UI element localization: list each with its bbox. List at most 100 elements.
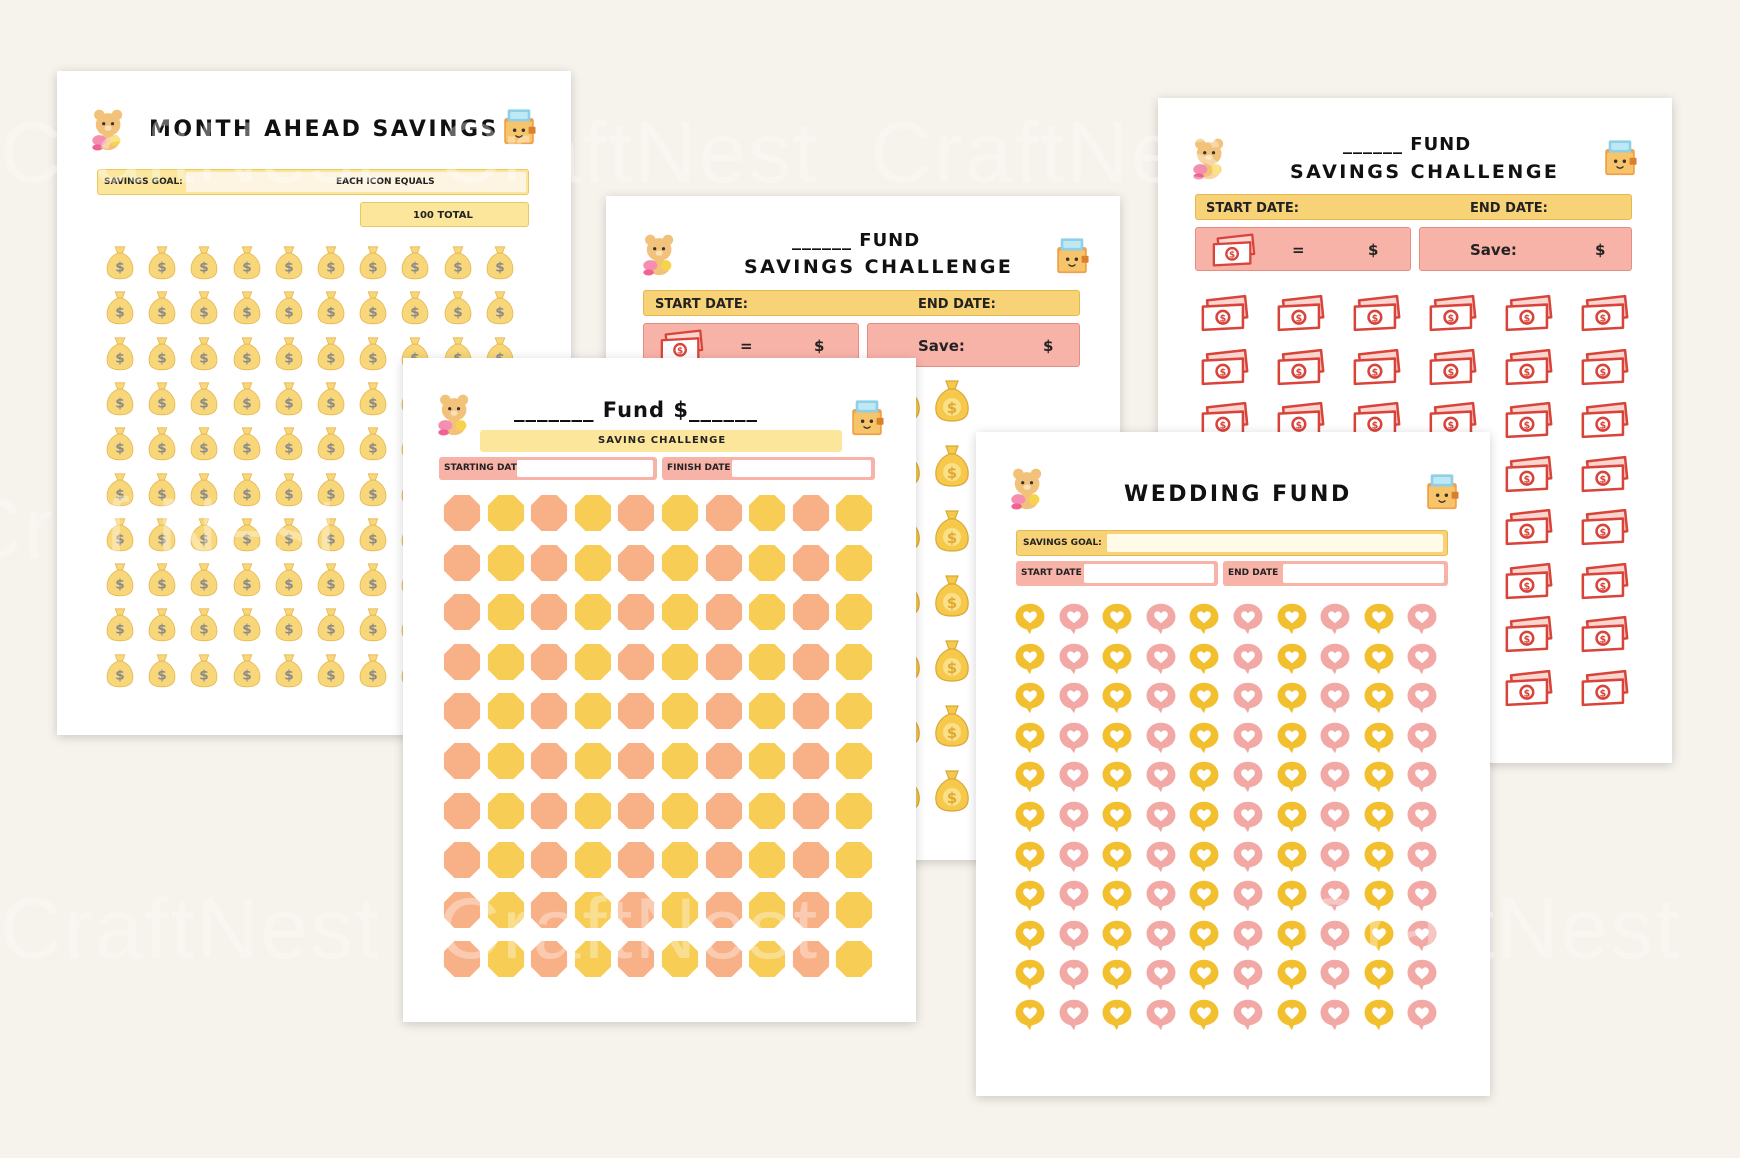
octagon-coin-icon[interactable] (530, 792, 568, 830)
octagon-coin-icon[interactable] (443, 692, 481, 730)
cash-bill-icon[interactable] (1502, 348, 1556, 386)
octagon-coin-icon[interactable] (748, 792, 786, 830)
cash-bill-icon[interactable] (1350, 294, 1404, 332)
heart-bubble-icon[interactable] (1362, 879, 1396, 913)
money-bag-icon[interactable] (188, 515, 220, 553)
heart-bubble-icon[interactable] (1187, 879, 1221, 913)
money-bag-icon[interactable] (273, 470, 305, 508)
octagon-coin-icon[interactable] (487, 692, 525, 730)
heart-bubble-icon[interactable] (1013, 681, 1047, 715)
heart-bubble-icon[interactable] (1013, 879, 1047, 913)
money-bag-icon[interactable] (104, 243, 136, 281)
money-bag-icon[interactable] (484, 243, 516, 281)
cash-bill-icon[interactable] (1578, 401, 1632, 439)
cash-bill-icon[interactable] (1502, 562, 1556, 600)
octagon-coin-icon[interactable] (661, 643, 699, 681)
heart-bubble-icon[interactable] (1362, 721, 1396, 755)
heart-bubble-icon[interactable] (1013, 958, 1047, 992)
heart-bubble-icon[interactable] (1144, 879, 1178, 913)
heart-bubble-icon[interactable] (1405, 879, 1439, 913)
heart-bubble-icon[interactable] (1275, 642, 1309, 676)
heart-bubble-icon[interactable] (1318, 998, 1352, 1032)
cash-bill-icon[interactable] (1502, 401, 1556, 439)
cash-bill-icon[interactable] (1578, 669, 1632, 707)
money-bag-icon[interactable] (231, 470, 263, 508)
heart-bubble-icon[interactable] (1275, 958, 1309, 992)
heart-bubble-icon[interactable] (1405, 840, 1439, 874)
heart-bubble-icon[interactable] (1144, 840, 1178, 874)
octagon-coin-icon[interactable] (835, 891, 873, 929)
octagon-coin-icon[interactable] (705, 593, 743, 631)
money-bag-icon[interactable] (315, 334, 347, 372)
octagon-coin-icon[interactable] (792, 494, 830, 532)
octagon-coin-icon[interactable] (835, 643, 873, 681)
octagon-coin-icon[interactable] (661, 792, 699, 830)
cash-bill-icon[interactable] (1502, 508, 1556, 546)
heart-bubble-icon[interactable] (1013, 602, 1047, 636)
heart-bubble-icon[interactable] (1318, 958, 1352, 992)
money-bag-icon[interactable] (357, 470, 389, 508)
octagon-coin-icon[interactable] (617, 841, 655, 879)
money-bag-icon[interactable] (146, 334, 178, 372)
money-bag-icon[interactable] (932, 377, 972, 423)
octagon-coin-icon[interactable] (661, 841, 699, 879)
octagon-coin-icon[interactable] (487, 742, 525, 780)
octagon-coin-icon[interactable] (617, 544, 655, 582)
octagon-coin-icon[interactable] (574, 494, 612, 532)
savings-goal-field[interactable] (186, 172, 526, 192)
octagon-coin-icon[interactable] (574, 692, 612, 730)
heart-bubble-icon[interactable] (1405, 681, 1439, 715)
heart-bubble-icon[interactable] (1144, 602, 1178, 636)
heart-bubble-icon[interactable] (1187, 840, 1221, 874)
money-bag-icon[interactable] (315, 424, 347, 462)
octagon-coin-icon[interactable] (443, 891, 481, 929)
heart-bubble-icon[interactable] (1187, 721, 1221, 755)
octagon-coin-icon[interactable] (748, 891, 786, 929)
octagon-coin-icon[interactable] (617, 494, 655, 532)
octagon-coin-icon[interactable] (661, 940, 699, 978)
heart-bubble-icon[interactable] (1057, 919, 1091, 953)
money-bag-icon[interactable] (231, 243, 263, 281)
octagon-coin-icon[interactable] (574, 643, 612, 681)
money-bag-icon[interactable] (399, 243, 431, 281)
money-bag-icon[interactable] (315, 651, 347, 689)
heart-bubble-icon[interactable] (1144, 800, 1178, 834)
money-bag-icon[interactable] (273, 379, 305, 417)
heart-bubble-icon[interactable] (1275, 721, 1309, 755)
heart-bubble-icon[interactable] (1231, 800, 1265, 834)
heart-bubble-icon[interactable] (1318, 800, 1352, 834)
starting-date-field[interactable] (517, 460, 653, 477)
octagon-coin-icon[interactable] (748, 742, 786, 780)
money-bag-icon[interactable] (357, 243, 389, 281)
money-bag-icon[interactable] (357, 424, 389, 462)
money-bag-icon[interactable] (357, 515, 389, 553)
octagon-coin-icon[interactable] (443, 643, 481, 681)
start-date-field[interactable] (1084, 564, 1214, 583)
octagon-coin-icon[interactable] (661, 742, 699, 780)
octagon-coin-icon[interactable] (574, 841, 612, 879)
money-bag-icon[interactable] (188, 424, 220, 462)
heart-bubble-icon[interactable] (1057, 840, 1091, 874)
heart-bubble-icon[interactable] (1187, 800, 1221, 834)
money-bag-icon[interactable] (231, 651, 263, 689)
money-bag-icon[interactable] (273, 243, 305, 281)
heart-bubble-icon[interactable] (1144, 642, 1178, 676)
money-bag-icon[interactable] (273, 560, 305, 598)
money-bag-icon[interactable] (315, 515, 347, 553)
octagon-coin-icon[interactable] (443, 841, 481, 879)
octagon-coin-icon[interactable] (792, 940, 830, 978)
cash-bill-icon[interactable] (1578, 615, 1632, 653)
heart-bubble-icon[interactable] (1405, 602, 1439, 636)
octagon-coin-icon[interactable] (661, 544, 699, 582)
octagon-coin-icon[interactable] (530, 544, 568, 582)
octagon-coin-icon[interactable] (487, 841, 525, 879)
finish-date-field[interactable] (732, 460, 871, 477)
money-bag-icon[interactable] (146, 560, 178, 598)
heart-bubble-icon[interactable] (1231, 760, 1265, 794)
octagon-coin-icon[interactable] (792, 841, 830, 879)
money-bag-icon[interactable] (273, 651, 305, 689)
octagon-coin-icon[interactable] (748, 494, 786, 532)
money-bag-icon[interactable] (188, 288, 220, 326)
heart-bubble-icon[interactable] (1405, 721, 1439, 755)
heart-bubble-icon[interactable] (1057, 879, 1091, 913)
